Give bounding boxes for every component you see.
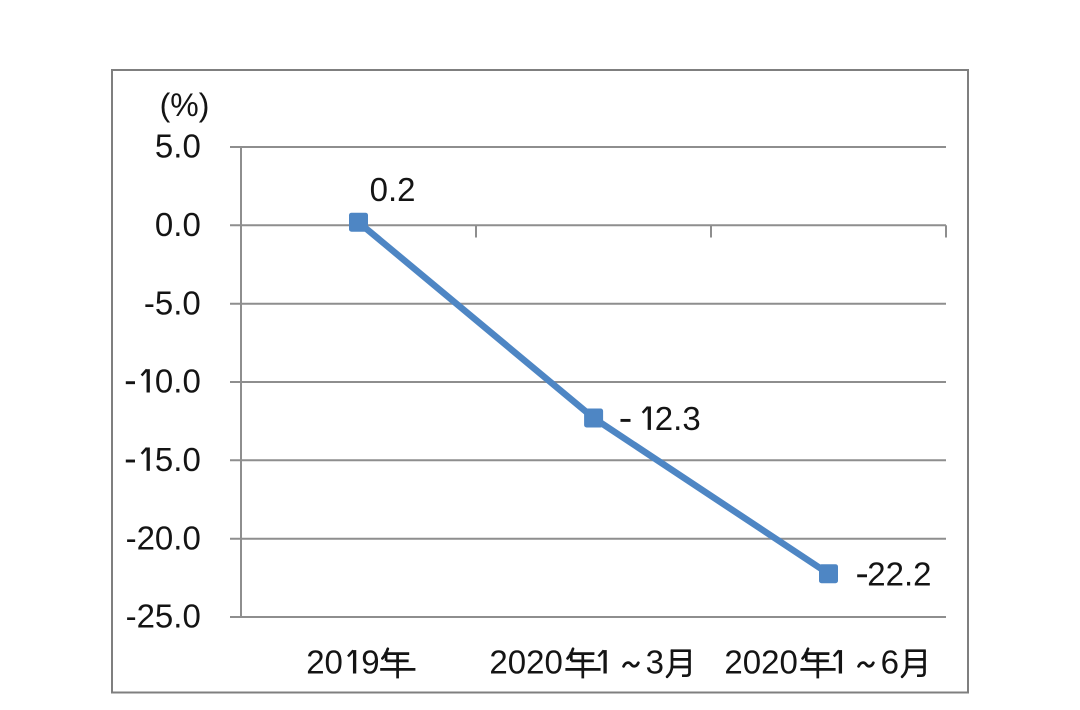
svg-text:22.2: 22.2 [867, 555, 931, 592]
svg-text:0.0: 0.0 [155, 206, 201, 243]
svg-text:0.0: 0.0 [155, 363, 201, 400]
svg-text:5.0: 5.0 [155, 441, 201, 478]
svg-text:6: 6 [881, 644, 899, 681]
svg-text:2.3: 2.3 [655, 400, 701, 437]
svg-text:-20.0: -20.0 [126, 519, 201, 556]
svg-text:0.2: 0.2 [370, 171, 416, 208]
svg-text:2020: 2020 [489, 644, 562, 681]
svg-text:9: 9 [361, 644, 379, 681]
svg-text:3: 3 [646, 644, 664, 681]
svg-text:(%): (%) [160, 87, 210, 123]
svg-text:5.0: 5.0 [155, 128, 201, 165]
svg-text:20: 20 [306, 644, 343, 681]
svg-text:-25.0: -25.0 [126, 598, 201, 635]
svg-text:2020: 2020 [724, 644, 797, 681]
svg-text:-5.0: -5.0 [144, 284, 201, 321]
